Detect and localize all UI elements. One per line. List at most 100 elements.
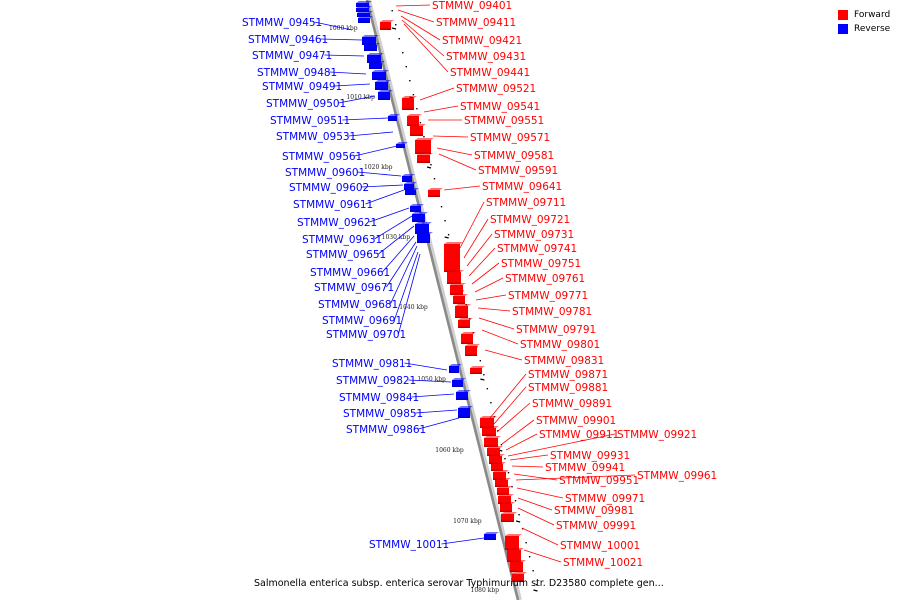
forward-gene-label[interactable]: STMMW_09751 [471,258,581,285]
forward-gene-label[interactable]: STMMW_09731 [466,229,574,267]
reverse-gene-label[interactable]: STMMW_09491 [262,81,371,93]
reverse-gene-label[interactable]: STMMW_09821 [336,375,452,387]
reverse-gene-label[interactable]: STMMW_09601 [285,167,402,179]
reverse-gene-label[interactable]: STMMW_09671 [314,241,417,294]
forward-feature[interactable] [410,124,426,136]
legend-reverse[interactable]: Reverse [838,22,890,36]
forward-gene-label[interactable]: STMMW_09831 [484,349,604,367]
forward-feature[interactable] [415,138,434,154]
reverse-gene-label[interactable]: STMMW_09651 [306,225,415,261]
forward-gene-label[interactable]: STMMW_09541 [423,101,540,113]
reverse-gene-label[interactable]: STMMW_09611 [293,189,405,211]
forward-gene-label[interactable]: STMMW_09641 [443,181,562,193]
reverse-gene-label[interactable]: STMMW_09631 [302,215,413,246]
forward-gene-label[interactable]: STMMW_09781 [477,306,592,318]
reverse-gene-label[interactable]: STMMW_09681 [318,245,418,311]
forward-feature[interactable] [512,572,527,582]
forward-gene-label[interactable]: STMMW_09431 [401,19,526,63]
reverse-feature[interactable] [410,204,424,212]
forward-gene-label[interactable]: STMMW_09971 [516,487,645,505]
forward-gene-label[interactable]: STMMW_09961 [515,470,717,482]
reverse-feature[interactable] [402,174,415,182]
forward-gene-label[interactable]: STMMW_09911 [505,429,619,451]
reverse-feature[interactable] [412,212,428,222]
forward-gene-label[interactable]: STMMW_09591 [438,153,558,177]
forward-feature[interactable] [450,283,466,295]
forward-feature[interactable] [500,502,515,512]
forward-feature[interactable] [470,366,485,374]
reverse-gene-label[interactable]: STMMW_09602 [289,182,404,194]
forward-gene-label[interactable]: STMMW_09791 [478,317,596,336]
forward-gene-label[interactable]: STMMW_09551 [428,115,544,127]
reverse-feature[interactable] [364,43,380,51]
forward-gene-label[interactable]: STMMW_09921 [507,429,697,457]
reverse-feature[interactable] [369,61,385,69]
reverse-gene-label[interactable]: STMMW_09701 [326,253,421,341]
forward-gene-label[interactable]: STMMW_09761 [474,273,585,293]
reverse-feature[interactable] [452,378,466,387]
forward-gene-label[interactable]: STMMW_09801 [481,329,600,351]
forward-gene-label[interactable]: STMMW_09891 [496,398,612,433]
reverse-feature[interactable] [388,114,400,121]
forward-feature[interactable] [444,242,463,272]
forward-feature[interactable] [417,153,433,163]
forward-gene-label[interactable]: STMMW_09571 [432,132,550,144]
forward-gene-label[interactable]: STMMW_10001 [521,527,640,552]
reverse-feature[interactable] [458,406,473,418]
reverse-gene-label[interactable]: STMMW_09661 [310,235,415,279]
forward-gene-label[interactable]: STMMW_09951 [513,473,639,487]
reverse-gene-label[interactable]: STMMW_10011 [369,537,485,551]
legend-forward[interactable]: Forward [838,8,890,22]
forward-feature[interactable] [484,436,501,447]
forward-gene-label[interactable]: STMMW_09441 [403,23,530,79]
reverse-feature[interactable] [375,80,391,90]
forward-feature[interactable] [461,332,476,344]
forward-feature[interactable] [505,534,522,550]
reverse-gene-label[interactable]: STMMW_09511 [270,115,389,127]
reverse-feature[interactable] [396,142,408,148]
forward-feature[interactable] [491,462,506,471]
forward-gene-label[interactable]: STMMW_09871 [489,369,608,419]
reverse-gene-label[interactable]: STMMW_09691 [322,251,419,327]
reverse-feature[interactable] [378,90,393,100]
forward-gene-label[interactable]: STMMW_09711 [459,197,566,249]
forward-gene-label[interactable]: STMMW_09581 [436,147,554,162]
reverse-gene-label[interactable]: STMMW_09501 [266,95,376,110]
forward-gene-label[interactable]: STMMW_09941 [511,462,625,474]
forward-gene-label[interactable]: STMMW_09901 [501,415,616,445]
forward-feature[interactable] [495,478,511,487]
reverse-feature[interactable] [405,188,419,195]
reverse-feature[interactable] [484,532,499,540]
forward-feature[interactable] [501,512,517,522]
forward-gene-label[interactable]: STMMW_09721 [463,214,570,259]
reverse-gene-label[interactable]: STMMW_09841 [339,392,455,404]
forward-feature[interactable] [428,188,443,197]
forward-gene-label[interactable]: STMMW_09931 [509,450,630,462]
reverse-gene-label[interactable]: STMMW_09811 [332,358,448,371]
forward-feature[interactable] [380,20,394,30]
forward-gene-label[interactable]: STMMW_09771 [475,290,588,302]
reverse-gene-label[interactable]: STMMW_09621 [297,207,410,229]
reverse-gene-label[interactable]: STMMW_09561 [282,145,398,163]
reverse-gene-label[interactable]: STMMW_09481 [257,67,367,79]
reverse-gene-label[interactable]: STMMW_09471 [252,50,365,62]
forward-gene-label[interactable]: STMMW_10021 [523,549,643,569]
forward-feature[interactable] [447,270,464,284]
reverse-feature[interactable] [417,232,433,243]
forward-gene-label[interactable]: STMMW_09881 [493,382,608,425]
reverse-feature[interactable] [449,364,462,373]
forward-feature[interactable] [455,304,471,318]
forward-feature[interactable] [458,318,473,328]
forward-feature[interactable] [465,344,480,356]
forward-gene-label[interactable]: STMMW_09421 [400,15,522,47]
reverse-feature[interactable] [456,390,471,400]
forward-feature[interactable] [482,426,499,436]
forward-gene-label[interactable]: STMMW_09401 [395,0,512,12]
reverse-gene-label[interactable]: STMMW_09861 [346,417,460,436]
reverse-feature[interactable] [372,70,389,80]
forward-feature[interactable] [507,548,524,562]
reverse-gene-label[interactable]: STMMW_09451 [242,17,353,31]
forward-gene-label[interactable]: STMMW_09411 [397,9,516,29]
forward-feature[interactable] [402,96,417,110]
